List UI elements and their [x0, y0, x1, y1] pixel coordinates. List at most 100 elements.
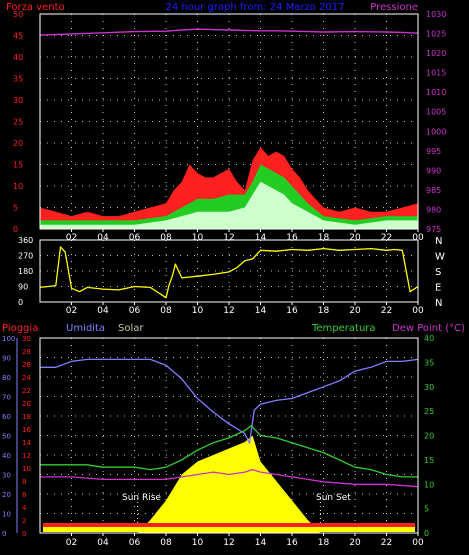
climate-panel-xtick-label: 02	[66, 538, 77, 548]
direction-panel-xtick-label: 22	[381, 306, 392, 316]
rain-axis-tick: 0	[22, 530, 26, 538]
direction-panel-xtick-label: 06	[129, 306, 141, 316]
temperature-axis-tick: 15	[424, 456, 434, 465]
temperature-axis-tick: 35	[424, 358, 434, 367]
wind-panel-xtick-label: 04	[97, 233, 109, 243]
sunrise-label: Sun Rise	[122, 493, 161, 503]
direction-panel-xtick-label: 18	[318, 306, 330, 316]
direction-axis-tick: 180	[18, 267, 33, 276]
rain-axis-tick: 6	[22, 491, 27, 499]
data-layer	[39, 28, 419, 533]
rain-baseline	[43, 527, 415, 532]
climate-panel-xtick-label: 20	[349, 538, 361, 548]
wind-panel-xtick-label: 00	[412, 233, 424, 243]
pressure-axis-tick: 1030	[426, 10, 446, 19]
rain-axis-tick: 12	[22, 452, 31, 460]
rain-axis-tick: 28	[22, 348, 31, 356]
direction-panel-xtick-label: 20	[349, 306, 361, 316]
wind-axis-tick: 50	[13, 10, 23, 19]
humidity-axis-tick: 20	[2, 491, 11, 499]
temperature-axis-tick: 0	[424, 529, 429, 538]
direction-panel-xtick-label: 08	[160, 306, 172, 316]
humidity-axis-tick: 60	[2, 413, 11, 421]
rain-axis-tick: 8	[22, 478, 26, 486]
direction-axis-tick: 90	[18, 283, 28, 292]
rain-axis-tick: 26	[22, 361, 31, 369]
humidity-axis-tick: 10	[2, 511, 11, 519]
climate-panel-xtick-label: 10	[192, 538, 204, 548]
pressure-axis-title: Pressione	[370, 2, 418, 13]
wind-axis-tick: 45	[13, 32, 23, 41]
direction-panel-xtick-label: 16	[286, 306, 298, 316]
wind-panel-xtick-label: 16	[286, 233, 298, 243]
humidity-axis-tick: 70	[2, 394, 11, 402]
temperature-line	[40, 425, 418, 478]
rain-axis-tick: 20	[22, 400, 31, 408]
wind-axis-tick: 0	[13, 225, 18, 234]
wind-axis-tick: 40	[13, 53, 23, 62]
climate-panel-xtick-label: 16	[286, 538, 298, 548]
compass-label: S	[435, 267, 441, 278]
climate-panel-xtick-label: 00	[412, 538, 424, 548]
temperature-axis-tick: 20	[424, 432, 434, 441]
climate-panel-xtick-label: 04	[97, 538, 109, 548]
humidity-axis-tick: 50	[2, 433, 11, 441]
pressure-axis-tick: 1005	[426, 108, 446, 117]
temperature-axis-tick: 40	[424, 334, 434, 343]
pressure-axis-tick: 990	[426, 166, 441, 175]
pressure-axis-tick: 980	[426, 205, 441, 214]
dewpoint-line	[40, 468, 419, 488]
wind-panel-xtick-label: 06	[129, 233, 141, 243]
humidity-line	[40, 358, 419, 444]
direction-panel-xtick-label: 04	[97, 306, 109, 316]
pressure-axis-tick: 1025	[426, 30, 446, 39]
climate-panel-xtick-label: 08	[160, 538, 172, 548]
wind-axis-tick: 30	[13, 96, 23, 105]
wind-direction-line	[39, 246, 419, 299]
compass-label: N	[435, 298, 442, 309]
wind-area	[40, 147, 418, 229]
wind-panel-xtick-label: 22	[381, 233, 392, 243]
wind-panel-xtick-label: 12	[223, 233, 234, 243]
direction-panel-xtick-label: 02	[66, 306, 77, 316]
compass-label: W	[435, 252, 445, 263]
wind-axis-tick: 35	[13, 75, 23, 84]
wind-gust-area	[40, 181, 418, 229]
wind-axis-tick: 5	[13, 204, 18, 213]
wind-average-area	[40, 164, 418, 229]
humidity-axis-tick: 100	[2, 335, 15, 343]
pressure-axis-tick: 1010	[426, 88, 446, 97]
rain-axis-title: Pioggia	[2, 323, 38, 334]
climate-panel-xtick-label: 22	[381, 538, 392, 548]
rain-axis-tick: 16	[22, 426, 31, 434]
sunset-label: Sun Set	[316, 493, 351, 503]
humidity-axis-title: Umidita	[66, 323, 105, 334]
direction-axis-tick: 270	[18, 252, 33, 261]
humidity-axis-tick: 0	[2, 530, 6, 538]
humidity-axis-tick: 30	[2, 472, 11, 480]
pressure-axis-tick: 995	[426, 147, 441, 156]
temperature-axis-tick: 5	[424, 505, 429, 514]
humidity-axis-tick: 90	[2, 355, 11, 363]
rain-axis-tick: 4	[22, 504, 27, 512]
rain-axis-tick: 18	[22, 413, 31, 421]
pressure-axis-tick: 985	[426, 186, 441, 195]
rain-axis-tick: 2	[22, 517, 26, 525]
rain-axis-tick: 22	[22, 387, 31, 395]
temperature-axis-tick: 10	[424, 480, 434, 489]
climate-panel-xtick-label: 12	[223, 538, 234, 548]
wind-axis-tick: 10	[13, 182, 23, 191]
climate-panel-xtick-label: 14	[255, 538, 267, 548]
pressure-axis-tick: 1020	[426, 49, 446, 58]
solar-axis-title: Solar	[118, 323, 144, 334]
direction-panel-xtick-label: 14	[255, 306, 267, 316]
temperature-axis-title: Temperatura	[311, 323, 376, 334]
climate-panel-xtick-label: 18	[318, 538, 330, 548]
direction-panel-xtick-label: 00	[412, 306, 424, 316]
chart-title: 24 hour graph from: 24 Marzo 2017	[165, 2, 344, 13]
wind-panel-xtick-label: 02	[66, 233, 77, 243]
humidity-axis-tick: 40	[2, 452, 11, 460]
direction-axis-tick: 0	[18, 298, 23, 307]
pressure-line	[39, 28, 419, 36]
wind-axis-tick: 15	[13, 161, 23, 170]
